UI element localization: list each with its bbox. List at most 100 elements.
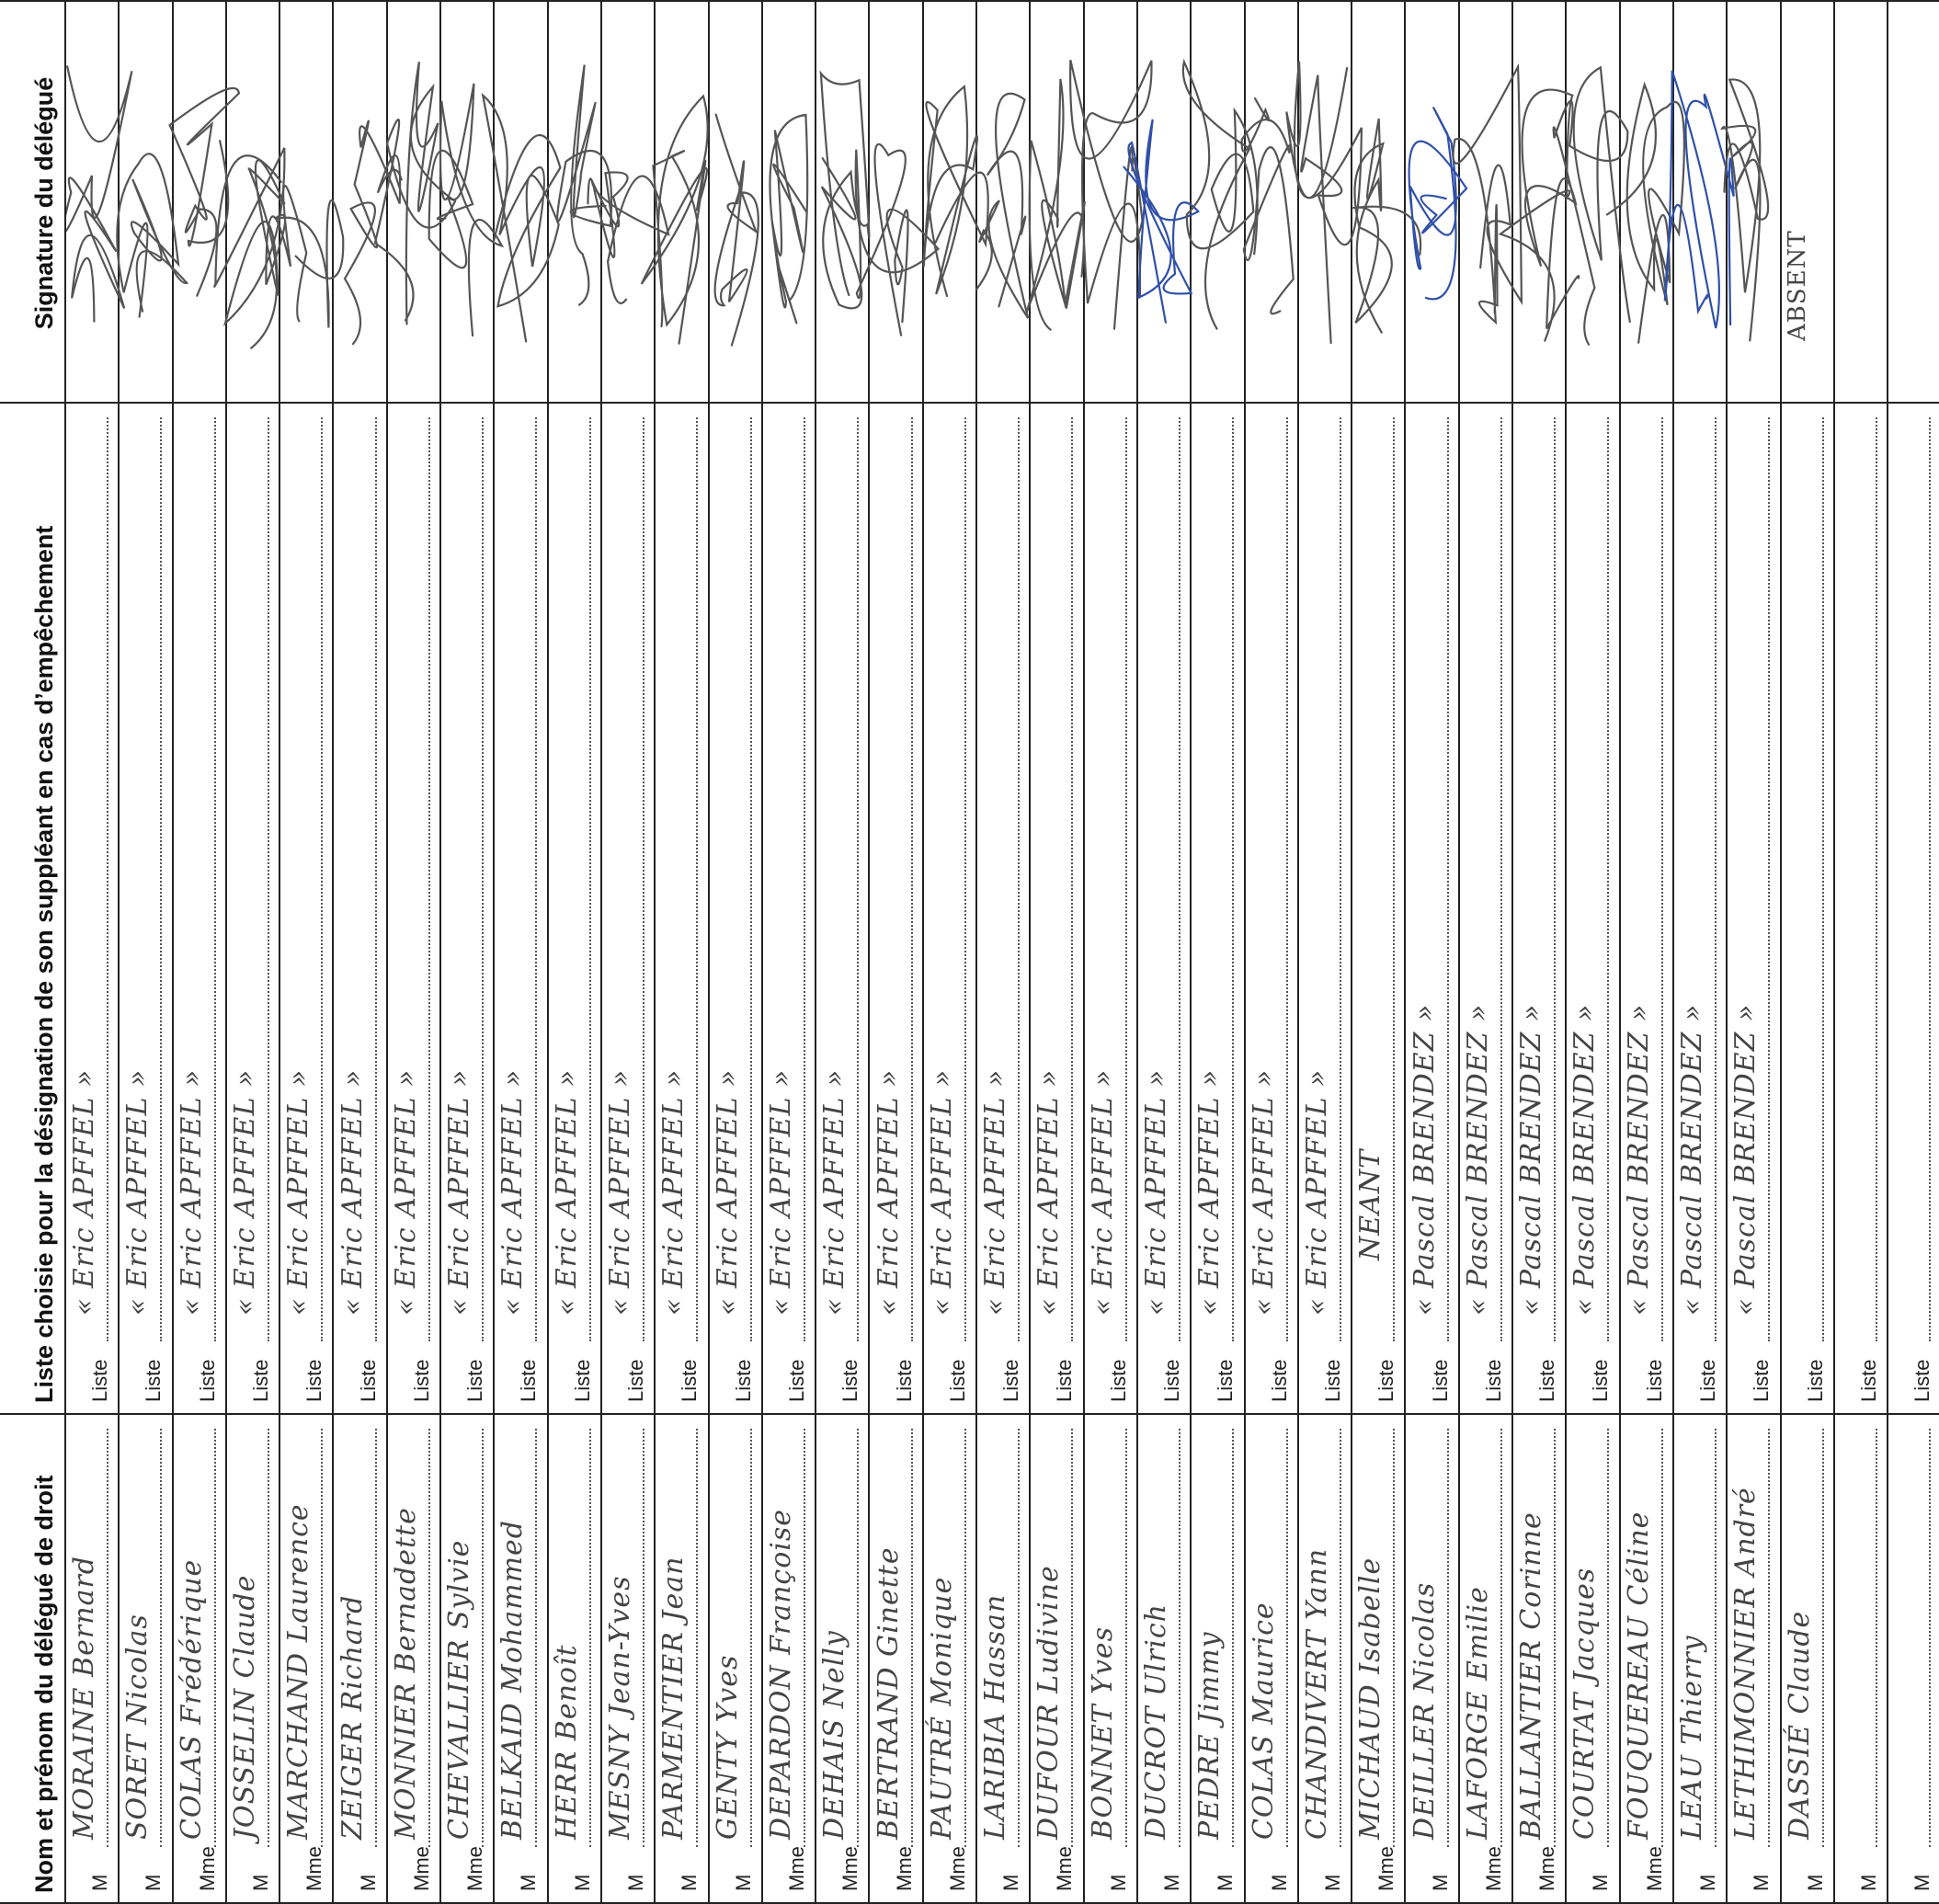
list-prefix-label: Liste xyxy=(570,1359,594,1402)
list-prefix-label: Liste xyxy=(517,1359,541,1402)
name-dotted-line xyxy=(1018,1429,1021,1847)
list-prefix-label: Liste xyxy=(1535,1359,1559,1402)
name-dotted-line xyxy=(1124,1429,1127,1847)
list-dotted-line xyxy=(1554,417,1557,1341)
list-prefix-label: Liste xyxy=(248,1359,272,1402)
name-dotted-line xyxy=(749,1429,752,1847)
civility-label: M xyxy=(1803,1874,1827,1891)
name-dotted-line xyxy=(160,1429,163,1847)
civility-label: Mme xyxy=(945,1846,969,1891)
list-dotted-line xyxy=(588,417,591,1341)
civility-label: M xyxy=(248,1874,272,1891)
handwritten-signature xyxy=(922,85,989,298)
handwritten-signature xyxy=(1123,119,1201,324)
list-prefix-label: Liste xyxy=(624,1359,647,1402)
civility-label: Mme xyxy=(784,1846,808,1891)
list-prefix-label: Liste xyxy=(463,1359,487,1402)
list-dotted-line xyxy=(643,417,644,1341)
name-dotted-line xyxy=(1929,1429,1932,1847)
delegate-name: ZEIGER Richard xyxy=(336,1594,369,1840)
list-prefix-label: Liste xyxy=(678,1359,701,1402)
list-dotted-line xyxy=(1446,417,1449,1341)
name-dotted-line xyxy=(1660,1429,1663,1847)
civility-label: Mme xyxy=(1481,1846,1505,1891)
chosen-list: « Eric APFFEL » xyxy=(68,1068,100,1316)
delegate-name: BERTRAND Ginette xyxy=(872,1546,905,1840)
civility-label: M xyxy=(356,1874,380,1891)
list-prefix-label: Liste xyxy=(784,1359,808,1402)
list-dotted-line xyxy=(1393,417,1396,1341)
delegate-name: MARCHAND Laurence xyxy=(282,1503,315,1840)
name-dotted-line xyxy=(1179,1429,1181,1847)
name-dotted-line xyxy=(1821,1429,1824,1847)
civility-label: M xyxy=(1750,1874,1774,1891)
list-dotted-line xyxy=(1232,417,1235,1341)
name-dotted-line xyxy=(1393,1429,1396,1847)
chosen-list: « Eric APFFEL » xyxy=(228,1068,261,1316)
list-prefix-label: Liste xyxy=(1642,1359,1666,1402)
list-dotted-line xyxy=(1500,417,1502,1341)
chosen-list: « Pascal BRENDEZ » xyxy=(1408,1003,1441,1316)
chosen-list: « Eric APFFEL » xyxy=(282,1068,315,1316)
list-dotted-line xyxy=(964,417,966,1341)
list-prefix-label: Liste xyxy=(1481,1359,1505,1402)
list-prefix-label: Liste xyxy=(88,1359,111,1402)
handwritten-signature xyxy=(819,70,871,310)
handwritten-signature xyxy=(428,83,505,337)
list-prefix-label: Liste xyxy=(1696,1359,1719,1402)
list-prefix-label: Liste xyxy=(302,1359,326,1402)
civility-label: M xyxy=(999,1874,1023,1891)
handwritten-signature xyxy=(713,113,759,347)
delegate-name: SORET Nicolas xyxy=(121,1613,154,1840)
list-prefix-label: Liste xyxy=(1910,1359,1934,1402)
civility-label: Mme xyxy=(1535,1846,1559,1891)
handwritten-signature xyxy=(1605,81,1685,344)
list-prefix-label: Liste xyxy=(195,1359,219,1402)
civility-label: Mme xyxy=(1642,1846,1666,1891)
civility-label: Mme xyxy=(302,1846,326,1891)
list-dotted-line xyxy=(1179,417,1181,1341)
list-prefix-label: Liste xyxy=(142,1359,165,1402)
civility-label: Mme xyxy=(195,1846,219,1891)
delegate-name: DEPARDON Françoise xyxy=(764,1508,797,1840)
chosen-list: « Eric APFFEL » xyxy=(336,1068,369,1316)
civility-label: M xyxy=(624,1874,647,1891)
name-dotted-line xyxy=(535,1429,538,1847)
handwritten-signature xyxy=(1181,58,1259,330)
list-dotted-line xyxy=(374,417,377,1341)
civility-label: Mme xyxy=(838,1846,862,1891)
list-dotted-line xyxy=(1071,417,1074,1341)
delegate-name: BONNET Yves xyxy=(1086,1625,1119,1840)
list-prefix-label: Liste xyxy=(731,1359,755,1402)
chosen-list: « Eric APFFEL » xyxy=(175,1068,208,1316)
chosen-list: « Pascal BRENDEZ » xyxy=(1461,1003,1494,1316)
list-dotted-line xyxy=(213,417,216,1341)
delegate-name: CHEVALLIER Sylvie xyxy=(443,1539,476,1840)
delegate-name: HERR Benoît xyxy=(550,1644,583,1840)
handwritten-signature xyxy=(168,86,241,297)
handwritten-signature xyxy=(343,120,403,346)
handwritten-signature xyxy=(265,185,345,328)
handwritten-signature xyxy=(1352,118,1422,334)
civility-label: Mme xyxy=(1053,1846,1077,1891)
chosen-list: « Eric APFFEL » xyxy=(1300,1068,1333,1316)
delegate-name: LETHIMONNIER André xyxy=(1729,1487,1762,1840)
chosen-list: NEANT xyxy=(1354,1148,1387,1260)
handwritten-signature xyxy=(854,143,941,336)
list-prefix-label: Liste xyxy=(892,1359,916,1402)
name-dotted-line xyxy=(1875,1429,1877,1847)
civility-label: Mme xyxy=(463,1846,487,1891)
list-prefix-label: Liste xyxy=(1750,1359,1774,1402)
name-dotted-line xyxy=(1285,1429,1288,1847)
list-prefix-label: Liste xyxy=(1160,1359,1183,1402)
list-dotted-line xyxy=(160,417,163,1341)
list-dotted-line xyxy=(1660,417,1663,1341)
chosen-list: « Eric APFFEL » xyxy=(711,1068,744,1316)
chosen-list: « Pascal BRENDEZ » xyxy=(1729,1003,1762,1316)
handwritten-signature xyxy=(769,113,809,325)
chosen-list: « Eric APFFEL » xyxy=(1247,1068,1280,1316)
chosen-list: « Eric APFFEL » xyxy=(1193,1068,1226,1316)
handwritten-signature xyxy=(975,92,1030,319)
list-dotted-line xyxy=(1607,417,1610,1341)
civility-label: M xyxy=(517,1874,541,1891)
